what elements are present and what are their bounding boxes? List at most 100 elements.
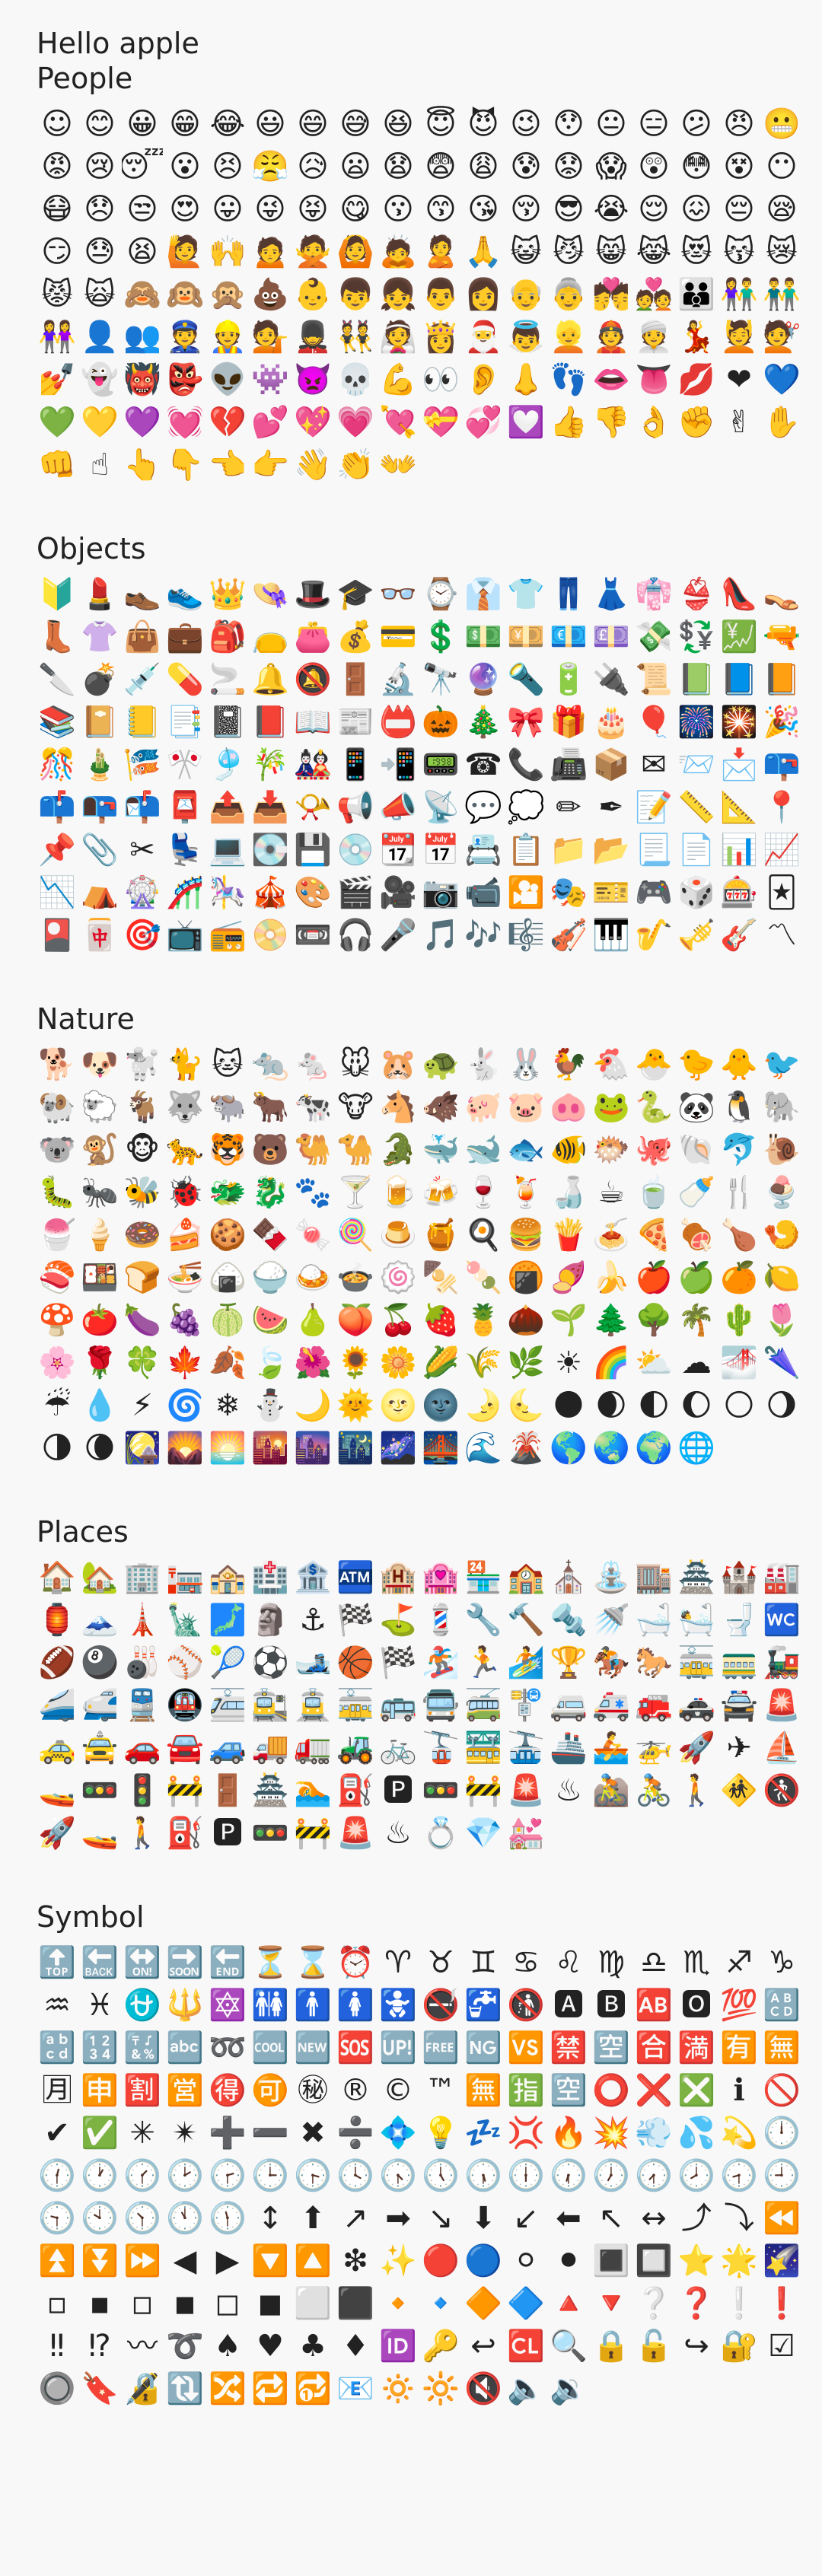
- emoji-key[interactable]: 🚟: [464, 1731, 502, 1766]
- emoji-key[interactable]: 🐤: [677, 1047, 715, 1082]
- emoji-key[interactable]: 🔶: [464, 2286, 502, 2321]
- emoji-key[interactable]: 🏃: [464, 1645, 502, 1680]
- emoji-key[interactable]: 🙍: [251, 234, 289, 269]
- emoji-key[interactable]: 😓: [84, 234, 116, 269]
- emoji-key[interactable]: 🎵: [422, 918, 460, 953]
- emoji-key[interactable]: 👤: [81, 320, 119, 355]
- emoji-key[interactable]: 👷: [209, 320, 247, 355]
- emoji-key[interactable]: 🚉: [251, 1688, 289, 1723]
- emoji-key[interactable]: 🍣: [38, 1260, 76, 1295]
- emoji-key[interactable]: 📇: [464, 833, 502, 868]
- emoji-key[interactable]: 🐃: [209, 1090, 247, 1125]
- emoji-key[interactable]: 👟: [166, 577, 204, 612]
- emoji-key[interactable]: 🍷: [464, 1175, 502, 1210]
- emoji-key[interactable]: 🔬: [379, 662, 417, 697]
- emoji-key[interactable]: 💎: [464, 1816, 502, 1851]
- emoji-key[interactable]: 🎒: [209, 619, 247, 654]
- emoji-key[interactable]: 📹: [464, 875, 502, 910]
- emoji-key[interactable]: 🎩: [294, 577, 332, 612]
- emoji-key[interactable]: ⚡: [131, 1388, 154, 1423]
- emoji-key[interactable]: 📙: [763, 662, 801, 697]
- emoji-key[interactable]: 🚵: [592, 1773, 630, 1808]
- emoji-key[interactable]: 🕤: [38, 2201, 76, 2236]
- emoji-key[interactable]: 🔀: [209, 2371, 247, 2406]
- emoji-key[interactable]: 🌅: [209, 1431, 247, 1466]
- emoji-key[interactable]: ©: [383, 2073, 413, 2108]
- emoji-key[interactable]: 😃: [254, 107, 286, 142]
- emoji-key[interactable]: 🏦: [294, 1560, 332, 1595]
- emoji-key[interactable]: 👲: [592, 320, 630, 355]
- emoji-key[interactable]: 🍢: [422, 1260, 460, 1295]
- emoji-key[interactable]: 🗼: [123, 1603, 161, 1638]
- emoji-key[interactable]: 😚: [510, 192, 542, 227]
- emoji-key[interactable]: 📁: [550, 833, 588, 868]
- emoji-key[interactable]: ⏪: [763, 2201, 801, 2236]
- emoji-key[interactable]: 🚎: [464, 1688, 502, 1723]
- emoji-key[interactable]: 📱: [336, 747, 374, 782]
- emoji-key[interactable]: 📔: [81, 705, 119, 740]
- emoji-key[interactable]: 🆔: [379, 2329, 417, 2364]
- emoji-key[interactable]: 📜: [635, 662, 673, 697]
- emoji-key[interactable]: 🌜: [507, 1388, 545, 1423]
- emoji-key[interactable]: 🍬: [294, 1218, 332, 1253]
- emoji-key[interactable]: 👄: [592, 362, 630, 397]
- emoji-key[interactable]: 🚋: [336, 1688, 374, 1723]
- emoji-key[interactable]: 🍋: [763, 1260, 801, 1295]
- emoji-key[interactable]: 🔹: [422, 2286, 460, 2321]
- emoji-key[interactable]: 🐫: [294, 1132, 332, 1167]
- emoji-key[interactable]: 😞: [84, 192, 116, 227]
- emoji-key[interactable]: 🌰: [507, 1303, 545, 1338]
- emoji-key[interactable]: ⬇: [470, 2201, 496, 2236]
- emoji-key[interactable]: 👉: [251, 447, 289, 482]
- emoji-key[interactable]: 🌠: [763, 2243, 801, 2278]
- emoji-key[interactable]: 🚥: [251, 1816, 289, 1851]
- emoji-key[interactable]: 🅰: [553, 1988, 584, 2023]
- emoji-key[interactable]: 📢: [336, 790, 374, 825]
- emoji-key[interactable]: ♈: [384, 1945, 412, 1980]
- emoji-key[interactable]: ◾: [174, 2286, 196, 2321]
- emoji-key[interactable]: 🌿: [507, 1345, 545, 1380]
- emoji-key[interactable]: 🏁: [336, 1603, 374, 1638]
- emoji-key[interactable]: 😦: [339, 149, 371, 184]
- emoji-key[interactable]: 💤: [464, 2116, 502, 2151]
- emoji-key[interactable]: 👫: [720, 277, 758, 312]
- emoji-key[interactable]: 🈵: [677, 2030, 715, 2065]
- emoji-key[interactable]: ⏩: [123, 2243, 161, 2278]
- emoji-key[interactable]: 💾: [294, 833, 332, 868]
- emoji-key[interactable]: 😒: [126, 192, 158, 227]
- emoji-key[interactable]: 💝: [422, 405, 460, 440]
- emoji-key[interactable]: 🔫: [763, 619, 801, 654]
- emoji-key[interactable]: 👡: [763, 577, 801, 612]
- emoji-key[interactable]: 🚧: [294, 1816, 332, 1851]
- emoji-key[interactable]: 🐏: [38, 1090, 76, 1125]
- emoji-key[interactable]: 💄: [81, 577, 119, 612]
- emoji-key[interactable]: 💱: [677, 619, 715, 654]
- emoji-key[interactable]: 👀: [422, 362, 460, 397]
- emoji-key[interactable]: 🐑: [81, 1090, 119, 1125]
- emoji-key[interactable]: 📕: [251, 705, 289, 740]
- emoji-key[interactable]: ☀: [555, 1345, 582, 1380]
- emoji-key[interactable]: 🔲: [635, 2243, 673, 2278]
- emoji-key[interactable]: ⛎: [123, 1988, 161, 2023]
- emoji-key[interactable]: 📣: [379, 790, 417, 825]
- emoji-key[interactable]: 😫: [126, 234, 158, 269]
- emoji-key[interactable]: ⛪: [550, 1560, 588, 1595]
- emoji-key[interactable]: 📷: [422, 875, 460, 910]
- emoji-key[interactable]: 🌍: [635, 1431, 673, 1466]
- emoji-key[interactable]: 🍜: [166, 1260, 204, 1295]
- emoji-key[interactable]: 🅾: [681, 1988, 712, 2023]
- emoji-key[interactable]: ⤴: [681, 2201, 712, 2236]
- emoji-key[interactable]: 🐒: [81, 1132, 119, 1167]
- emoji-key[interactable]: 🍂: [209, 1345, 247, 1380]
- emoji-key[interactable]: 🛁: [635, 1603, 673, 1638]
- emoji-key[interactable]: 🔨: [507, 1603, 545, 1638]
- emoji-key[interactable]: 📼: [294, 918, 332, 953]
- emoji-key[interactable]: 😜: [254, 192, 286, 227]
- emoji-key[interactable]: 🅿: [212, 1816, 243, 1851]
- emoji-key[interactable]: 💸: [635, 619, 673, 654]
- emoji-key[interactable]: 📋: [507, 833, 545, 868]
- emoji-key[interactable]: 🔠: [763, 1988, 801, 2023]
- emoji-key[interactable]: 🍶: [550, 1175, 588, 1210]
- emoji-key[interactable]: ⛵: [763, 1731, 801, 1766]
- emoji-key[interactable]: 🔓: [635, 2329, 673, 2364]
